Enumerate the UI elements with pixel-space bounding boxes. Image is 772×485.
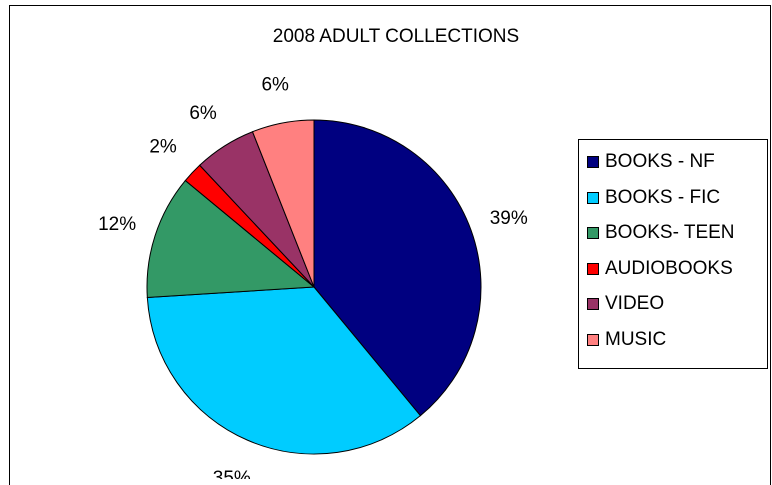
legend-swatch	[587, 262, 599, 275]
legend-item-video: VIDEO	[587, 292, 664, 316]
pie-slice-books-nf	[313, 119, 482, 417]
data-label-books-nf: 39%	[490, 208, 528, 229]
legend-label: VIDEO	[605, 293, 665, 314]
data-label-video: 6%	[189, 103, 217, 124]
pie-slices	[146, 119, 482, 455]
pie-slice-books-teen	[146, 179, 316, 299]
legend-swatch	[587, 191, 599, 204]
legend-label: BOOKS- TEEN	[605, 222, 735, 243]
pie-slice-books-fic	[146, 286, 422, 455]
legend-item-music: MUSIC	[587, 328, 666, 352]
legend-label: MUSIC	[605, 328, 667, 350]
legend-item-books-fic: BOOKS - FIC	[587, 186, 720, 210]
data-labels: 39% 35% 12% 2% 6% 6%	[98, 75, 528, 479]
legend-label: BOOKS - FIC	[605, 186, 721, 208]
data-label-music: 6%	[261, 75, 289, 96]
legend-item-books-nf: BOOKS - NF	[587, 150, 715, 174]
data-label-audiobooks: 2%	[149, 136, 177, 157]
legend-swatch	[587, 227, 599, 239]
chart-title: 2008 ADULT COLLECTIONS	[273, 26, 519, 47]
legend-swatch	[587, 298, 599, 310]
data-label-books-fic: 35%	[213, 468, 251, 479]
pie-slice-music	[251, 119, 315, 288]
legend: BOOKS - NF BOOKS - FIC BOOKS- TEEN AUDIOBOO…	[578, 139, 768, 369]
legend-swatch	[587, 156, 599, 168]
data-label-books-teen: 12%	[98, 214, 136, 235]
legend-item-audiobooks: AUDIOBOOKS	[587, 257, 733, 281]
legend-label: BOOKS - NF	[605, 151, 715, 172]
legend-item-books-teen: BOOKS- TEEN	[587, 221, 735, 245]
legend-label: AUDIOBOOKS	[605, 257, 733, 279]
legend-swatch	[587, 333, 599, 346]
